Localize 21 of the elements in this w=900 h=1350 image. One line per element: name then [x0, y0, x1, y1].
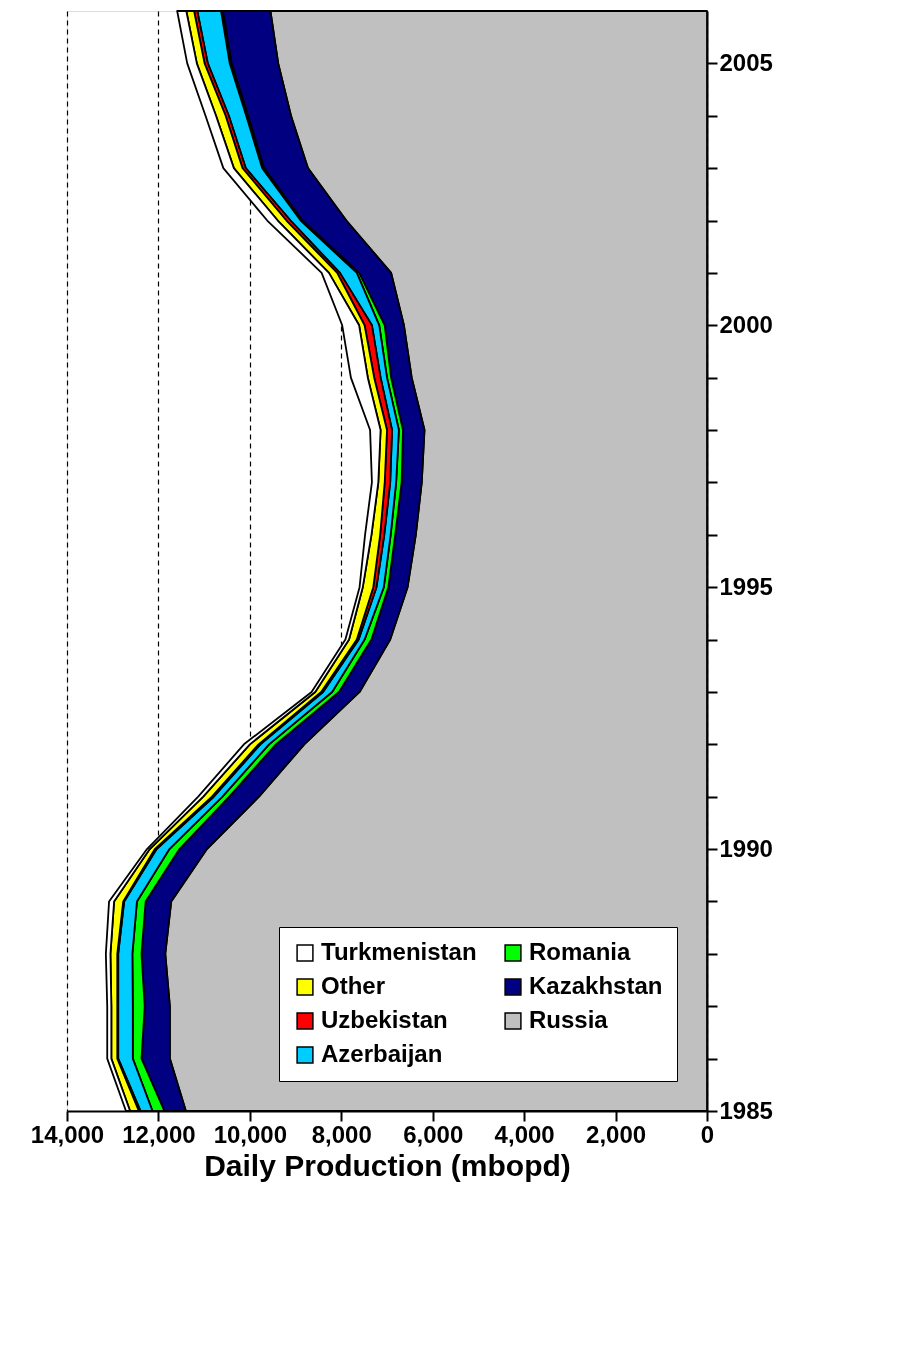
legend-label: Azerbaijan	[321, 1040, 443, 1067]
y-tick-label: 2005	[719, 48, 773, 76]
x-tick-label: 12,000	[122, 1120, 196, 1148]
y-tick-label: 2000	[719, 310, 773, 338]
x-tick-label: 0	[700, 1120, 715, 1148]
legend-label: Kazakhstan	[529, 972, 663, 999]
y-tick-label: 1985	[719, 1096, 773, 1124]
legend-label: Uzbekistan	[321, 1006, 448, 1033]
x-tick-label: 10,000	[213, 1120, 288, 1148]
x-axis-title: Daily Production (mbopd)	[204, 1148, 571, 1182]
x-tick-label: 6,000	[403, 1120, 464, 1148]
x-tick-label: 2,000	[586, 1120, 647, 1148]
y-tick-label: 1990	[719, 834, 773, 862]
x-tick-label: 8,000	[311, 1120, 372, 1148]
y-tick-label: 1995	[719, 572, 773, 600]
legend-label: Russia	[529, 1006, 609, 1033]
x-tick-label: 14,000	[30, 1120, 105, 1148]
legend-label: Romania	[529, 938, 632, 965]
legend-label: Other	[321, 972, 386, 999]
legend-label: Turkmenistan	[321, 938, 477, 965]
x-tick-label: 4,000	[494, 1120, 555, 1148]
